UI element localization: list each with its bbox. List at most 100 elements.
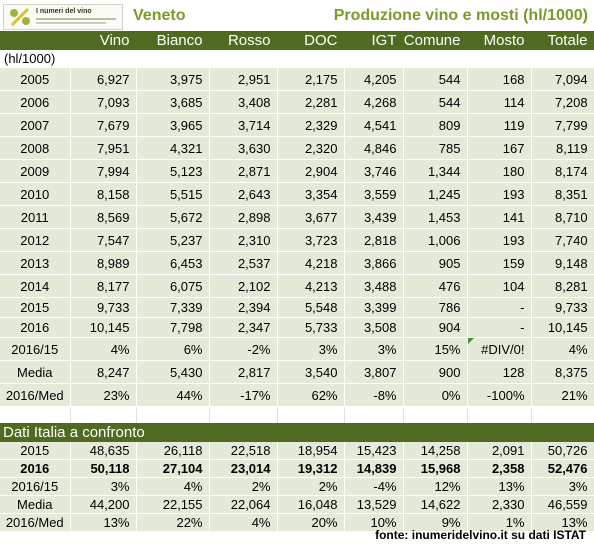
row-label: 2011	[0, 205, 71, 229]
table-cell: 5,733	[277, 317, 345, 338]
table-cell: 7,740	[531, 228, 594, 252]
table-cell: 19,312	[277, 459, 345, 478]
table-cell: 3,685	[136, 90, 210, 114]
table-cell: 4,218	[277, 251, 345, 275]
table-cell: -2%	[209, 337, 278, 361]
table-cell: 2,643	[209, 182, 278, 206]
row-label: 2014	[0, 274, 71, 298]
table-row: 2013 8,989 6,453 2,537 4,218 3,866 905 159 9,148	[0, 251, 594, 275]
table-cell: 22,518	[209, 442, 278, 460]
table-cell: 3,439	[344, 205, 404, 229]
table-cell: 6,075	[136, 274, 210, 298]
table-cell: 3,354	[277, 182, 345, 206]
unit-label: (hl/1000)	[0, 50, 594, 68]
table-cell: 50,118	[70, 459, 137, 478]
table-cell: 2,175	[277, 67, 345, 91]
table-cell: 3,408	[209, 90, 278, 114]
table-cell: 8,569	[70, 205, 137, 229]
table-cell: 193	[467, 182, 532, 206]
table-cell: 2,817	[209, 360, 278, 384]
row-label: 2006	[0, 90, 71, 114]
table-cell: 8,158	[70, 182, 137, 206]
table-cell: 44%	[136, 383, 210, 407]
table-cell: 1,006	[403, 228, 468, 252]
table-cell: 3,508	[344, 317, 404, 338]
table-cell: 2,347	[209, 317, 278, 338]
table-cell: 12%	[403, 477, 468, 496]
table-cell: 22%	[136, 513, 210, 532]
row-label: 2010	[0, 182, 71, 206]
table-cell: 1,344	[403, 159, 468, 183]
table-cell: 2,329	[277, 113, 345, 137]
table-cell: 8,174	[531, 159, 594, 183]
row-label: Media	[0, 495, 71, 514]
table-cell: 8,281	[531, 274, 594, 298]
table-cell: 7,798	[136, 317, 210, 338]
table-cell: 0%	[403, 383, 468, 407]
table-cell: 2,818	[344, 228, 404, 252]
row-label: Media	[0, 360, 71, 384]
row-label: 2015	[0, 442, 71, 460]
table-cell: 180	[467, 159, 532, 183]
table-cell: 48,635	[70, 442, 137, 460]
table-row: 2010 8,158 5,515 2,643 3,354 3,559 1,245 193 8,3…	[0, 182, 594, 206]
table-cell: 23%	[70, 383, 137, 407]
table-cell: -100%	[467, 383, 532, 407]
table-cell: 15%	[403, 337, 468, 361]
table-cell: 23,014	[209, 459, 278, 478]
table-cell: 14,622	[403, 495, 468, 514]
table-cell: 7,994	[70, 159, 137, 183]
table-cell: 167	[467, 136, 532, 160]
table-cell: 905	[403, 251, 468, 275]
row-label: 2016	[0, 459, 71, 478]
table-row: 2012 7,547 5,237 2,310 3,723 2,818 1,006 193 7,7…	[0, 228, 594, 252]
table-cell: -	[467, 317, 532, 338]
table-cell: 3,807	[344, 360, 404, 384]
table-cell: 900	[403, 360, 468, 384]
table-cell: 2,091	[467, 442, 532, 460]
table-cell: 9,733	[70, 297, 137, 318]
table-cell: 3,630	[209, 136, 278, 160]
table-row: 2016/15 3% 4% 2% 2% -4% 12% 13% 3%	[0, 477, 594, 496]
italia-table: 2015 48,635 26,118 22,518 18,954 15,423 14,258…	[0, 442, 594, 532]
column-header-bianco: Bianco	[136, 31, 210, 50]
table-cell: 2,330	[467, 495, 532, 514]
table-cell: 3,746	[344, 159, 404, 183]
table-row: 2005 6,927 3,975 2,951 2,175 4,205 544 168 7,094	[0, 67, 594, 91]
table-cell: 52,476	[531, 459, 594, 478]
site-logo[interactable]: I numeri del vino	[3, 4, 123, 30]
italia-title-text: Dati Italia a confronto	[3, 424, 145, 441]
table-cell: 3,559	[344, 182, 404, 206]
table-cell: 2,358	[467, 459, 532, 478]
table-cell: 3,540	[277, 360, 345, 384]
column-header-row: Vino Bianco Rosso DOC IGT Comune Mosto T…	[0, 31, 594, 50]
table-cell: 4%	[70, 337, 137, 361]
column-header-mosto: Mosto	[467, 31, 532, 50]
logo-text: I numeri del vino	[36, 8, 92, 15]
italia-section-title: Dati Italia a confronto	[0, 423, 594, 442]
table-cell: 544	[403, 67, 468, 91]
table-cell: 4%	[209, 513, 278, 532]
table-cell: 3,965	[136, 113, 210, 137]
table-cell: 9,733	[531, 297, 594, 318]
table-cell: 8,119	[531, 136, 594, 160]
table-cell: 476	[403, 274, 468, 298]
table-row: 2016/15 4% 6% -2% 3% 3% 15% #DIV/0! 4%	[0, 337, 594, 361]
table-cell: 2,281	[277, 90, 345, 114]
table-cell: 13%	[467, 477, 532, 496]
row-label: 2016	[0, 317, 71, 338]
table-cell: 2,537	[209, 251, 278, 275]
table-cell: 8,247	[70, 360, 137, 384]
table-cell: 9%	[403, 513, 468, 532]
table-cell: 8,375	[531, 360, 594, 384]
table-cell: 13%	[70, 513, 137, 532]
table-cell: 2,320	[277, 136, 345, 160]
table-cell: 6,453	[136, 251, 210, 275]
source-note: fonte: inumeridelvino.it su dati ISTAT	[375, 528, 586, 542]
table-cell: 128	[467, 360, 532, 384]
table-cell: -4%	[344, 477, 404, 496]
table-cell: 46,559	[531, 495, 594, 514]
row-label: 2009	[0, 159, 71, 183]
unit-row: (hl/1000)	[0, 50, 594, 68]
table-cell: 141	[467, 205, 532, 229]
